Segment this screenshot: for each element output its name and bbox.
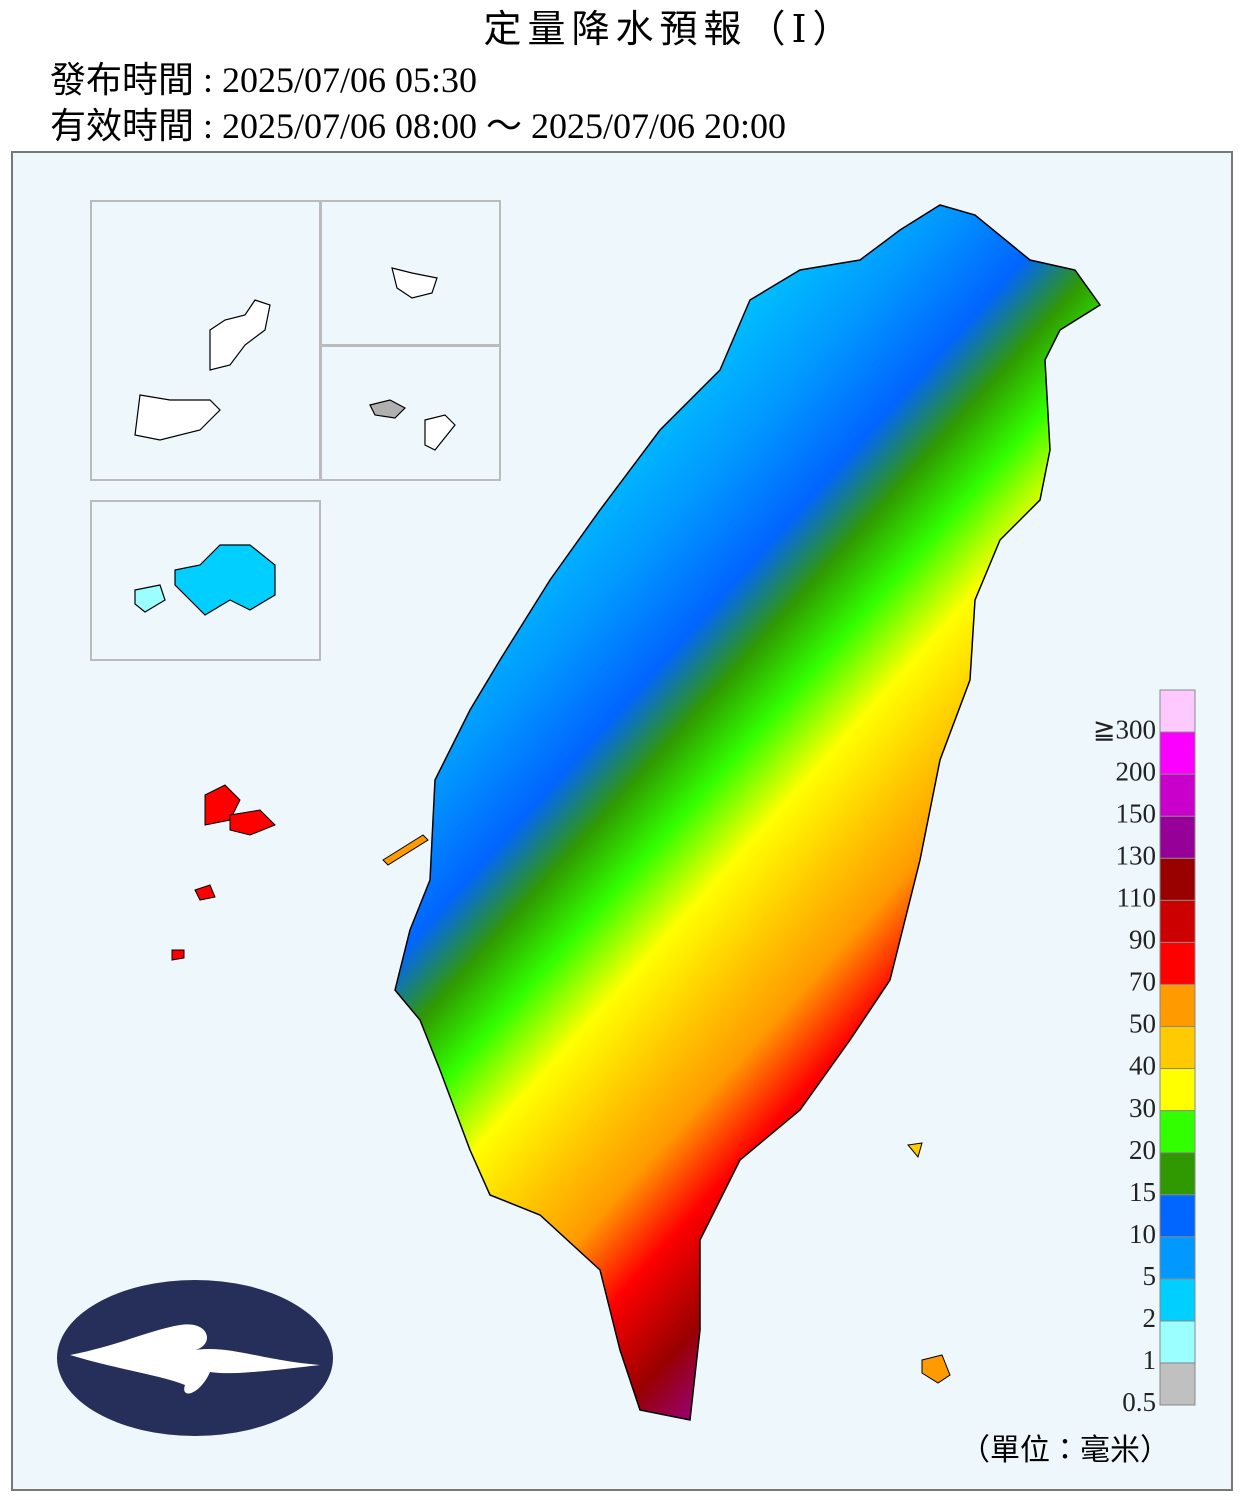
offshore-islands	[171, 784, 951, 1384]
inset-box	[90, 500, 321, 661]
legend-label: ≧300	[1093, 714, 1156, 744]
legend-label: 200	[1116, 756, 1157, 786]
legend-label: 20	[1129, 1135, 1156, 1165]
taiwan-rainfall	[394, 204, 1102, 1421]
island	[171, 949, 185, 961]
legend-label: 10	[1129, 1219, 1156, 1249]
legend-swatch	[1159, 1152, 1196, 1196]
island	[134, 394, 221, 441]
cwa-logo	[57, 1280, 333, 1436]
legend-label: 50	[1129, 1009, 1156, 1039]
legend-swatch	[1159, 1236, 1196, 1280]
legend-swatch	[1159, 1278, 1196, 1322]
legend-swatch	[1159, 857, 1196, 901]
island	[369, 399, 406, 419]
legend-label: 70	[1129, 967, 1156, 997]
island	[134, 584, 166, 613]
legend-swatch	[1159, 983, 1196, 1027]
logo-cloud	[70, 1324, 320, 1394]
legend-label: 5	[1143, 1261, 1157, 1291]
legend-swatch	[1159, 1320, 1196, 1364]
legend-label: 0.5	[1122, 1387, 1156, 1417]
legend-swatch	[1159, 941, 1196, 985]
legend-swatch	[1159, 1194, 1196, 1238]
inset-islands	[134, 267, 456, 616]
legend-swatch	[1159, 1068, 1196, 1112]
legend-swatch	[1159, 899, 1196, 943]
island	[382, 834, 429, 866]
island	[907, 1142, 923, 1159]
legend-label: 90	[1129, 925, 1156, 955]
legend-label: 1	[1143, 1345, 1157, 1375]
legend-label: 15	[1129, 1177, 1156, 1207]
legend-swatch	[1159, 815, 1196, 859]
legend: 0.5 1 2 5 10 15 20 30 40 50 70 90 110 130 150 200 ≧300	[1093, 689, 1196, 1417]
valid-time: 有效時間 : 2025/07/06 08:00 ～ 2025/07/06 20:…	[50, 106, 786, 146]
island	[209, 299, 271, 371]
legend-label: 40	[1129, 1051, 1156, 1081]
legend-swatch	[1159, 689, 1196, 733]
island	[174, 544, 276, 616]
map-title: 定量降水預報（Ⅰ）	[483, 9, 856, 51]
island	[229, 809, 276, 836]
legend-swatch	[1159, 1362, 1196, 1406]
legend-label: 2	[1143, 1303, 1157, 1333]
legend-swatch	[1159, 731, 1196, 775]
legend-unit: （單位：毫米）	[960, 1434, 1170, 1467]
legend-label: 150	[1116, 798, 1157, 828]
island	[921, 1354, 951, 1384]
inset-box	[320, 345, 501, 481]
island	[424, 414, 456, 451]
legend-label: 110	[1117, 882, 1157, 912]
island	[194, 884, 216, 901]
issue-time: 發布時間 : 2025/07/06 05:30	[50, 60, 477, 100]
island	[391, 267, 438, 299]
inset-boxes	[90, 200, 501, 661]
legend-swatch	[1159, 773, 1196, 817]
legend-label: 30	[1129, 1093, 1156, 1123]
legend-swatch	[1159, 1110, 1196, 1154]
legend-label: 130	[1116, 840, 1157, 870]
legend-swatch	[1159, 1025, 1196, 1070]
